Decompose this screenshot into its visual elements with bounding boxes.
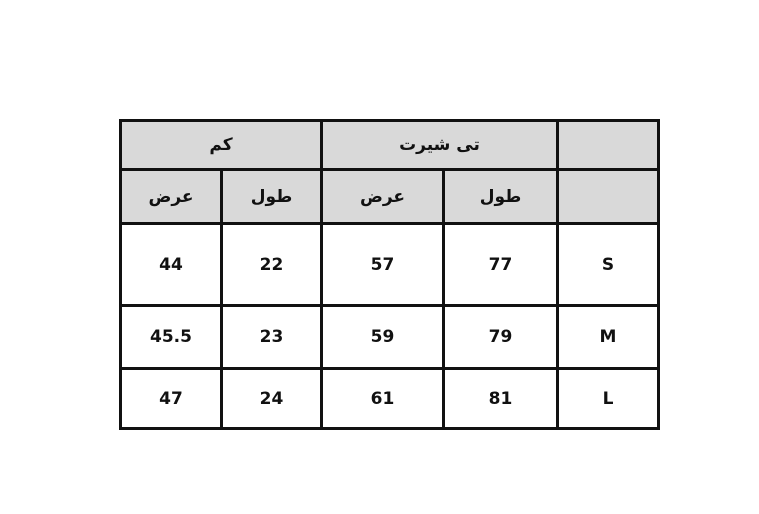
size-subheader-empty [556,168,660,225]
sleeve-width-header: عرض [119,168,223,225]
tshirt-width-cell: 57 [320,222,445,307]
size-cell: L [556,367,660,430]
tshirt-length-cell: 77 [442,222,559,307]
table-row: L 81 61 24 47 [119,367,660,430]
size-header-empty [556,119,660,171]
tshirt-width-cell: 59 [320,304,445,370]
table-row: S 77 57 22 44 [119,222,660,307]
tshirt-length-cell: 79 [442,304,559,370]
size-table: تی شیرت کم طول عرض طول عرض S 77 57 22 44… [119,119,660,430]
size-cell: M [556,304,660,370]
tshirt-length-header: طول [442,168,559,225]
size-cell: S [556,222,660,307]
tshirt-group-header: تی شیرت [320,119,559,171]
tshirt-length-cell: 81 [442,367,559,430]
sleeve-width-cell: 45.5 [119,304,223,370]
sleeve-width-cell: 47 [119,367,223,430]
sleeve-width-cell: 44 [119,222,223,307]
sleeve-length-cell: 23 [220,304,323,370]
sleeve-length-cell: 24 [220,367,323,430]
table-row: M 79 59 23 45.5 [119,304,660,370]
sleeve-length-cell: 22 [220,222,323,307]
tshirt-width-cell: 61 [320,367,445,430]
sleeve-group-header: کم [119,119,323,171]
sleeve-length-header: طول [220,168,323,225]
tshirt-width-header: عرض [320,168,445,225]
